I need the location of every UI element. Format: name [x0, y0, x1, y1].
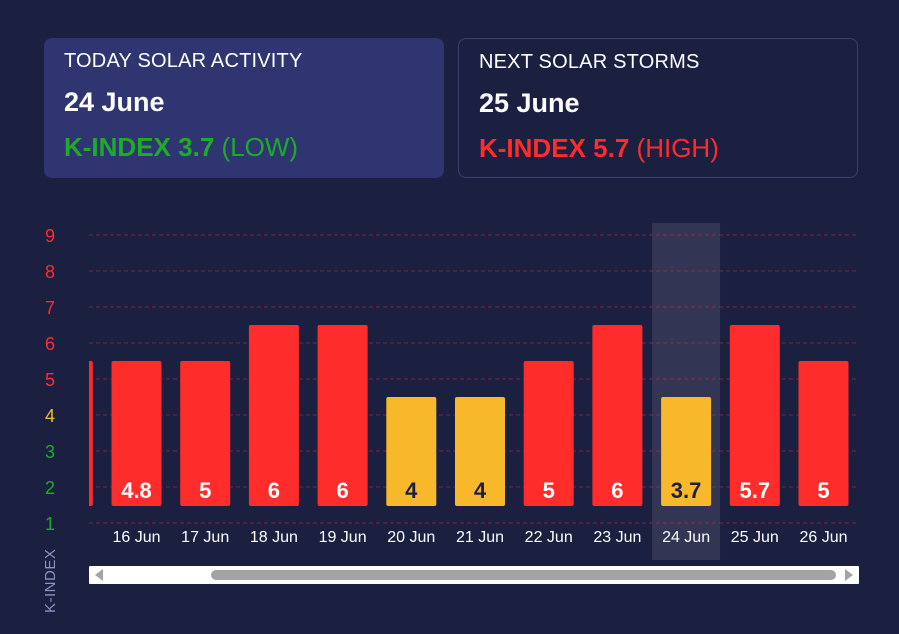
x-tick-24-Jun: 24 Jun — [662, 529, 710, 546]
today-card-date: 24 June — [64, 87, 165, 117]
x-tick-18-Jun: 18 Jun — [250, 529, 298, 546]
bar-partial — [89, 361, 93, 506]
today-kindex-prefix: K-INDEX — [64, 132, 171, 162]
next-kindex-value: 5.7 — [593, 133, 630, 163]
y-tick-4: 4 — [45, 406, 55, 426]
x-tick-19-Jun: 19 Jun — [319, 529, 367, 546]
bar-18-Jun — [248, 325, 299, 506]
x-tick-16-Jun: 16 Jun — [112, 529, 160, 546]
bar-21-Jun — [455, 397, 505, 506]
next-card-date: 25 June — [479, 88, 580, 118]
y-tick-2: 2 — [45, 478, 55, 498]
today-kindex: K-INDEX 3.7 (LOW) — [64, 132, 424, 163]
bar-25-Jun — [729, 325, 780, 506]
y-tick-1: 1 — [45, 514, 55, 534]
y-tick-3: 3 — [45, 442, 55, 462]
data-label-25-Jun: 5.7 — [740, 478, 771, 503]
scrollbar-thumb[interactable] — [211, 570, 836, 580]
scroll-right-icon[interactable] — [845, 569, 853, 581]
bar-26-Jun — [798, 361, 849, 506]
y-tick-5: 5 — [45, 370, 55, 390]
y-tick-8: 8 — [45, 262, 55, 282]
x-tick-22-Jun: 22 Jun — [525, 529, 573, 546]
x-tick-20-Jun: 20 Jun — [387, 529, 435, 546]
next-kindex-prefix: K-INDEX — [479, 133, 586, 163]
x-tick-17-Jun: 17 Jun — [181, 529, 229, 546]
chart-scrollbar[interactable] — [89, 566, 859, 584]
data-label-26-Jun: 5 — [817, 478, 829, 503]
bar-16-Jun — [111, 361, 162, 506]
next-solar-storms-card: NEXT SOLAR STORMS 25 June K-INDEX 5.7 (H… — [458, 38, 858, 178]
next-card-label: NEXT SOLAR STORMS — [479, 51, 700, 73]
x-tick-partial: n — [63, 529, 72, 546]
data-label-23-Jun: 6 — [611, 478, 623, 503]
y-axis-label: K-INDEX — [42, 548, 59, 613]
y-tick-7: 7 — [45, 298, 55, 318]
data-label-22-Jun: 5 — [543, 478, 555, 503]
y-tick-6: 6 — [45, 334, 55, 354]
bar-24-Jun — [661, 397, 712, 506]
data-label-17-Jun: 5 — [199, 478, 211, 503]
bar-19-Jun — [317, 325, 368, 506]
y-tick-9: 9 — [45, 226, 55, 246]
today-card-label: TODAY SOLAR ACTIVITY — [64, 50, 303, 72]
today-kindex-value: 3.7 — [178, 132, 215, 162]
bar-17-Jun — [180, 361, 231, 506]
x-tick-25-Jun: 25 Jun — [731, 529, 779, 546]
data-label-19-Jun: 6 — [336, 478, 348, 503]
bar-22-Jun — [523, 361, 574, 506]
next-kindex: K-INDEX 5.7 (HIGH) — [479, 133, 837, 164]
data-label-21-Jun: 4 — [474, 478, 487, 503]
data-label-16-Jun: 4.8 — [121, 478, 152, 503]
data-label-20-Jun: 4 — [405, 478, 418, 503]
x-tick-26-Jun: 26 Jun — [799, 529, 847, 546]
today-solar-activity-card: TODAY SOLAR ACTIVITY 24 June K-INDEX 3.7… — [44, 38, 444, 178]
kindex-bar-chart: 1 2 3 4 5 6 7 8 9 n 4.8 16 Jun 5 17 Jun 6 18 Jun 6 19 Jun… — [45, 223, 859, 560]
today-kindex-level: (LOW) — [221, 132, 299, 162]
x-tick-23-Jun: 23 Jun — [593, 529, 641, 546]
data-label-24-Jun: 3.7 — [671, 478, 702, 503]
scroll-left-icon[interactable] — [95, 569, 103, 581]
next-kindex-level: (HIGH) — [636, 133, 719, 163]
bar-23-Jun — [592, 325, 643, 506]
data-label-18-Jun: 6 — [268, 478, 280, 503]
highlight-band — [652, 223, 721, 560]
bar-20-Jun — [386, 397, 437, 506]
x-tick-21-Jun: 21 Jun — [456, 529, 504, 546]
